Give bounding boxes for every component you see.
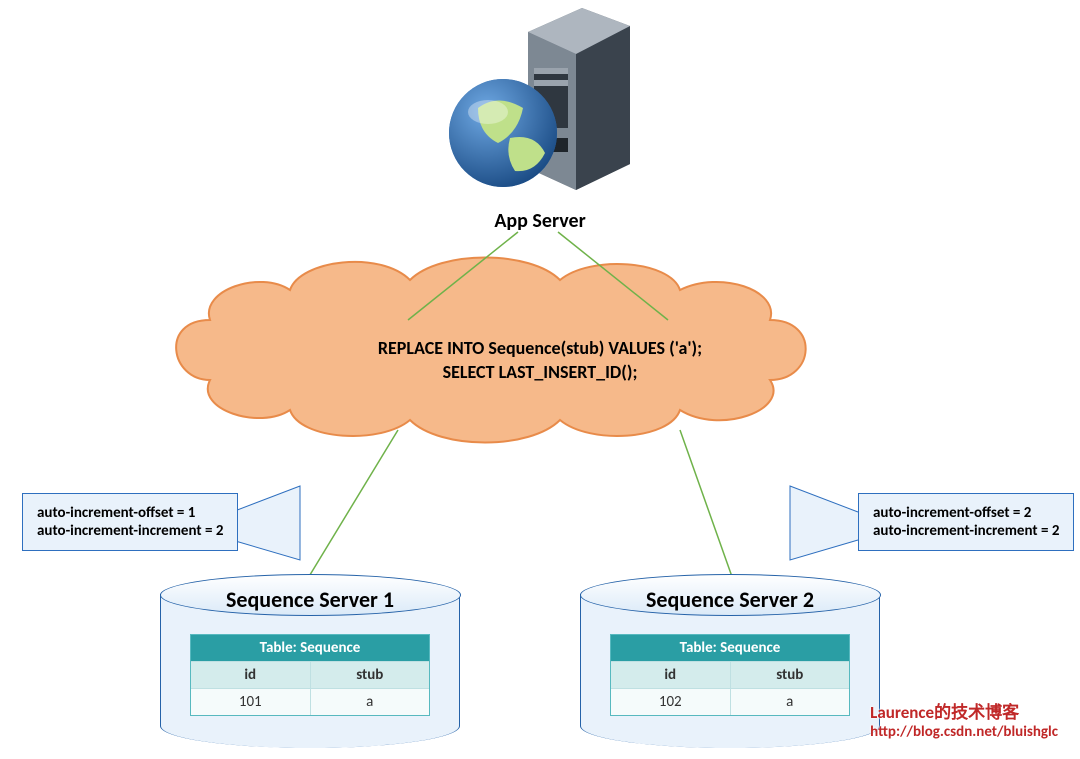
- callout-right-line1: auto-increment-offset = 2: [873, 504, 1059, 522]
- db-left-table-title: Table: Sequence: [191, 635, 429, 661]
- db-left-table: Table: Sequence id stub 101 a: [190, 634, 430, 716]
- watermark-faint: [18, 10, 23, 45]
- table-row: id stub: [611, 661, 849, 688]
- table-row: 102 a: [611, 688, 849, 715]
- cell-id: 101: [191, 688, 310, 715]
- credit-line1: Laurence的技术博客: [870, 698, 1058, 723]
- cloud-line2: SELECT LAST_INSERT_ID();: [180, 360, 900, 384]
- cloud-text: REPLACE INTO Sequence(stub) VALUES ('a')…: [180, 336, 900, 385]
- credit-line2: http://blog.csdn.net/bluishglc: [870, 723, 1058, 741]
- col-stub: stub: [730, 661, 850, 688]
- callout-right-line2: auto-increment-increment = 2: [873, 522, 1059, 540]
- col-stub: stub: [310, 661, 430, 688]
- callout-left: auto-increment-offset = 1 auto-increment…: [22, 493, 238, 551]
- cloud-line1: REPLACE INTO Sequence(stub) VALUES ('a')…: [180, 336, 900, 360]
- cloud: REPLACE INTO Sequence(stub) VALUES ('a')…: [180, 290, 900, 450]
- line-cloud-to-db-r: [680, 430, 736, 588]
- app-server: App Server: [420, 0, 660, 233]
- db-right-table: Table: Sequence id stub 102 a: [610, 634, 850, 716]
- diagram-stage: App Server REPLACE INTO Sequence(stub) V…: [0, 0, 1080, 759]
- cell-stub: a: [310, 688, 430, 715]
- callout-left-tail: [232, 486, 300, 560]
- line-cloud-to-db-l: [302, 430, 398, 588]
- callout-right-tail: [790, 486, 858, 560]
- db-right-title: Sequence Server 2: [580, 586, 880, 613]
- app-server-label: App Server: [420, 209, 660, 233]
- table-row: id stub: [191, 661, 429, 688]
- credit: Laurence的技术博客 http://blog.csdn.net/bluis…: [870, 698, 1058, 741]
- db-left-title: Sequence Server 1: [160, 586, 460, 613]
- db-right-table-title: Table: Sequence: [611, 635, 849, 661]
- db-left: Sequence Server 1 Table: Sequence id stu…: [160, 594, 460, 748]
- callout-right: auto-increment-offset = 2 auto-increment…: [858, 493, 1074, 551]
- col-id: id: [611, 661, 730, 688]
- callout-left-line1: auto-increment-offset = 1: [37, 504, 223, 522]
- table-row: 101 a: [191, 688, 429, 715]
- callout-left-line2: auto-increment-increment = 2: [37, 522, 223, 540]
- db-right: Sequence Server 2 Table: Sequence id stu…: [580, 594, 880, 748]
- cell-stub: a: [730, 688, 850, 715]
- col-id: id: [191, 661, 310, 688]
- server-icon: [430, 0, 650, 200]
- cell-id: 102: [611, 688, 730, 715]
